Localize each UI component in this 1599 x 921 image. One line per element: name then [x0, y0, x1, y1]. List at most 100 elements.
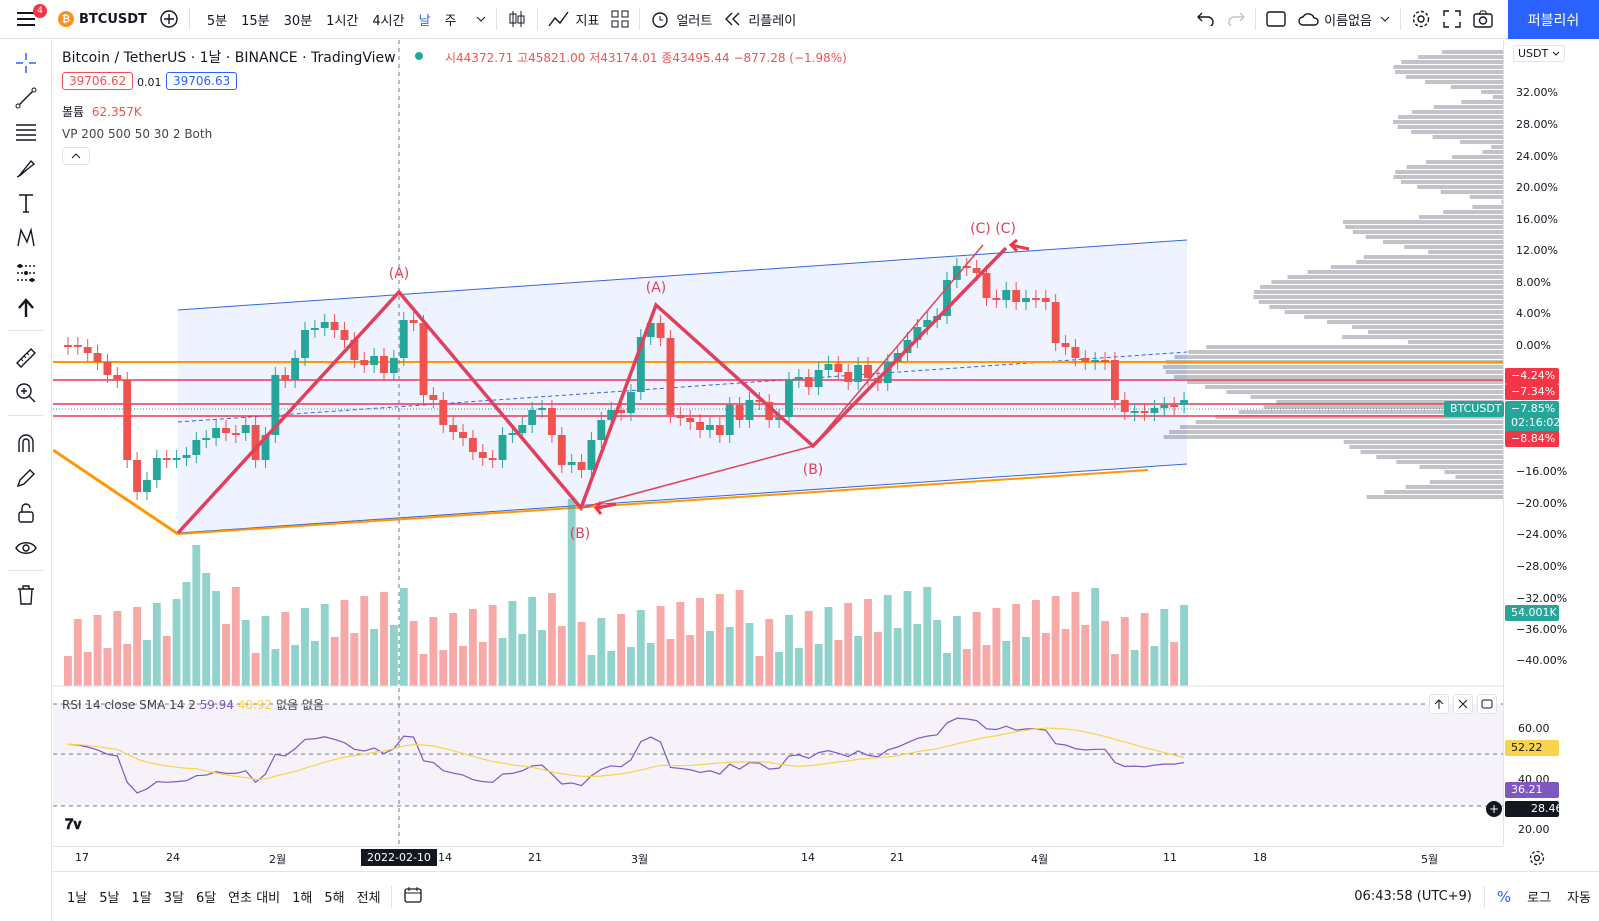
symbol-search[interactable]: ₿ BTCUSDT — [52, 0, 153, 39]
volume-bar — [547, 593, 556, 686]
templates-button[interactable] — [605, 0, 635, 39]
currency-select[interactable]: USDT — [1513, 45, 1566, 62]
save-layout-button[interactable]: 이름없음 — [1292, 0, 1396, 39]
alerts-button[interactable]: 얼러트 — [644, 0, 718, 39]
price-axis-label: −24.00% — [1516, 528, 1568, 541]
range-button-8[interactable]: 전체 — [356, 891, 381, 906]
candle-body — [143, 480, 151, 492]
interval-4[interactable]: 4시간 — [372, 13, 405, 29]
currency-label: USDT — [1518, 47, 1549, 60]
snapshot-button[interactable] — [1467, 0, 1499, 39]
fib-tool[interactable] — [10, 118, 42, 148]
rsi-line — [67, 717, 1185, 794]
settings-button[interactable] — [1405, 0, 1437, 39]
vp-bar — [1349, 445, 1503, 449]
range-button-4[interactable]: 6달 — [195, 891, 217, 906]
interval-dropdown[interactable] — [470, 0, 492, 39]
publish-button[interactable]: 퍼블리쉬 — [1508, 0, 1599, 39]
candle-body — [1160, 405, 1169, 408]
compare-button[interactable] — [153, 0, 185, 39]
vp-bar — [1327, 320, 1503, 324]
chart-settings-button[interactable] — [1528, 849, 1546, 871]
volume-bar — [666, 639, 675, 686]
menu-button[interactable]: 4 — [0, 0, 52, 39]
prediction-tool[interactable] — [10, 258, 42, 288]
auto-scale-button[interactable]: 자동 — [1567, 891, 1591, 906]
range-button-5[interactable]: 연초 대비 — [228, 891, 281, 906]
range-button-6[interactable]: 1해 — [292, 891, 313, 906]
gear-icon — [1412, 10, 1430, 28]
range-button-3[interactable]: 3달 — [163, 891, 184, 906]
measure-tool[interactable] — [10, 343, 42, 373]
sell-button[interactable]: 39706.62 — [62, 72, 134, 90]
channel-mid-line — [177, 351, 1188, 423]
hide-drawings-tool[interactable] — [10, 533, 42, 563]
fullscreen-button[interactable] — [1437, 0, 1467, 39]
arrow-tool[interactable] — [10, 293, 42, 323]
percent-scale-button[interactable]: % — [1496, 887, 1512, 906]
text-tool[interactable] — [10, 188, 42, 218]
crosshair-tool[interactable] — [10, 48, 42, 78]
interval-5[interactable]: 날 — [418, 13, 431, 29]
undo-button[interactable] — [1191, 0, 1221, 39]
vp-bar — [1393, 120, 1503, 124]
interval-0[interactable]: 5분 — [206, 13, 228, 29]
redo-icon — [1228, 12, 1246, 26]
chart-pane[interactable]: (A) (A) (B) (B) (C) (C) 𝟕𝐯 Bitcoin / Tet… — [53, 40, 1503, 846]
pattern-tool[interactable] — [10, 223, 42, 253]
zoom-tool[interactable] — [10, 378, 42, 408]
vp-bar — [1401, 60, 1503, 64]
range-button-7[interactable]: 5해 — [324, 891, 345, 906]
remove-drawings-tool[interactable] — [10, 580, 42, 610]
volume-bar — [775, 652, 784, 686]
redo-button[interactable] — [1221, 0, 1251, 39]
stay-drawing-tool[interactable] — [10, 463, 42, 493]
brush-tool[interactable] — [10, 153, 42, 183]
volume-bar — [636, 610, 645, 686]
magnet-tool[interactable] — [10, 428, 42, 458]
volume-bar — [301, 608, 309, 686]
bottom-toolbar: 1날 5날 1달 3달 6달 연초 대비 1해 5해 전체 06:43:58 (UTC+9) %… — [53, 871, 1599, 921]
volume-bar — [380, 592, 388, 686]
arrow-marker-c — [1008, 238, 1030, 253]
range-button-2[interactable]: 1달 — [131, 891, 152, 906]
candle-type-button[interactable] — [501, 0, 533, 39]
log-scale-button[interactable]: 로그 — [1527, 891, 1552, 906]
volume-bar — [498, 638, 507, 686]
pane-close-button[interactable] — [1453, 694, 1473, 714]
time-axis-label: 24 — [166, 851, 180, 864]
replay-button[interactable]: 리플레이 — [718, 0, 802, 39]
candle-body — [627, 392, 635, 413]
price-axis[interactable]: USDT 32.00% 28.00% 24.00% 20.00% 16.00% 12.00… — [1444, 40, 1599, 846]
trendline-tool[interactable] — [10, 83, 42, 113]
interval-3[interactable]: 1시간 — [326, 13, 359, 29]
volume-bar — [893, 628, 902, 686]
pane-maximize-button[interactable] — [1477, 694, 1497, 714]
range-button-0[interactable]: 1날 — [67, 891, 88, 906]
arrow-up-icon — [1434, 699, 1444, 709]
range-button-1[interactable]: 5날 — [99, 891, 120, 906]
time-axis-label: 21 — [890, 851, 904, 864]
pane-move-up-button[interactable] — [1429, 694, 1449, 714]
indicators-button[interactable]: 지표 — [542, 0, 606, 39]
ohlc-values: 시44372.71 고45821.00 저43174.01 종43495.44 … — [445, 51, 847, 65]
candle-body — [883, 362, 892, 383]
time-axis[interactable]: 17 24 2월 2022-02-10 14 21 3월 14 21 4월 11 18 5월 — [53, 846, 1503, 870]
interval-6[interactable]: 주 — [444, 13, 457, 29]
interval-2[interactable]: 30분 — [283, 13, 313, 29]
divider — [495, 8, 497, 30]
rsi-axis-label: 20.00 — [1518, 823, 1550, 836]
buy-button[interactable]: 39706.63 — [166, 72, 238, 90]
vp-bar — [1407, 340, 1503, 344]
goto-date-button[interactable] — [396, 886, 430, 907]
price-axis-label: −20.00% — [1516, 497, 1568, 510]
add-alert-button[interactable]: + — [1486, 801, 1502, 817]
interval-1[interactable]: 15분 — [241, 13, 270, 29]
lock-drawings-tool[interactable] — [10, 498, 42, 528]
layout-button[interactable] — [1260, 0, 1292, 39]
volume-bar — [1002, 641, 1011, 686]
vp-bar — [1481, 90, 1503, 94]
clock[interactable]: 06:43:58 (UTC+9) — [1354, 889, 1472, 904]
collapse-legend-button[interactable] — [62, 147, 90, 165]
candle-body — [419, 323, 428, 395]
